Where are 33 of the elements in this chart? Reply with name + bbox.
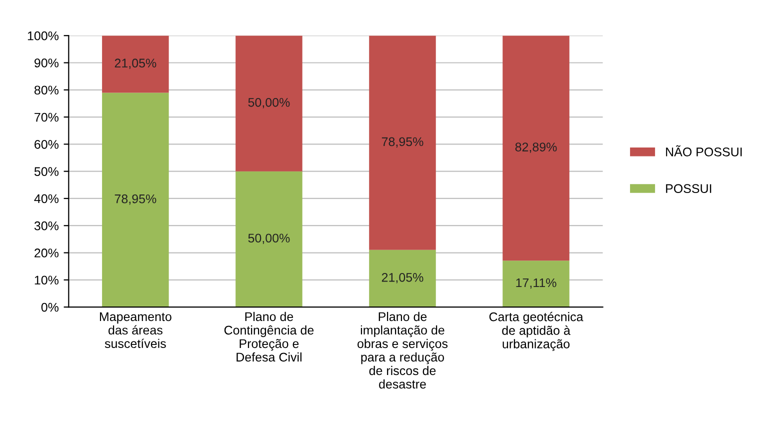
data-label: 82,89% xyxy=(515,142,557,153)
data-label: 50,00% xyxy=(248,98,290,108)
data-label: 17,11% xyxy=(516,278,556,289)
x-tick-label: Plano de implantação de obras e serviços para a redução de riscos de desastre xyxy=(358,312,448,389)
bar xyxy=(102,36,169,93)
y-tick-label: 80% xyxy=(34,86,59,95)
x-tick-label: Plano de Contingência de Proteção e Defesa Civil xyxy=(224,312,314,362)
y-tick-label: 30% xyxy=(34,221,59,230)
legend-label: POSSUI xyxy=(666,184,712,194)
data-label: 21,05% xyxy=(382,272,424,284)
y-tick-label: 0% xyxy=(41,302,59,312)
y-tick-label: 100% xyxy=(28,31,59,40)
bar xyxy=(236,171,302,308)
data-label: 21,05% xyxy=(114,58,156,69)
bar xyxy=(102,92,169,308)
bar xyxy=(236,36,302,172)
x-tick-label: Mapeamento das áreas suscetíveis xyxy=(100,312,172,348)
bar xyxy=(502,36,570,261)
bar xyxy=(502,260,570,308)
y-tick-label: 40% xyxy=(34,194,59,204)
y-tick-label: 20% xyxy=(34,248,59,258)
data-label: 78,95% xyxy=(114,194,156,205)
y-tick-label: 70% xyxy=(34,112,59,122)
bar xyxy=(369,36,436,250)
legend-label: NÃO POSSUI xyxy=(666,145,742,156)
y-tick-label: 60% xyxy=(34,140,59,149)
y-tick-label: 10% xyxy=(34,276,59,285)
y-tick-label: 90% xyxy=(34,58,59,68)
data-label: 78,95% xyxy=(382,137,424,148)
y-tick-label: 50% xyxy=(34,167,59,176)
data-label: 50,00% xyxy=(248,234,290,244)
x-tick-label: Carta geotécnica de aptidão à urbanização xyxy=(489,312,584,351)
bar xyxy=(369,250,436,308)
